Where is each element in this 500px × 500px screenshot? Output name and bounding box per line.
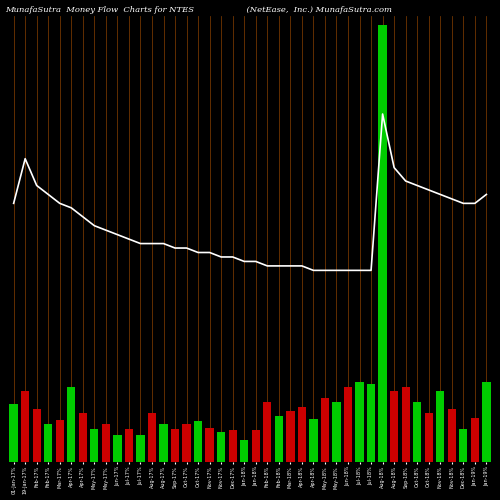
Bar — [390, 391, 398, 462]
Bar — [367, 384, 375, 462]
Bar — [44, 424, 52, 463]
Bar — [436, 391, 444, 462]
Bar — [402, 386, 410, 462]
Bar — [78, 414, 87, 463]
Bar — [21, 391, 29, 462]
Bar — [90, 429, 98, 462]
Bar — [263, 402, 272, 462]
Bar — [448, 409, 456, 463]
Bar — [160, 424, 168, 463]
Bar — [252, 430, 260, 462]
Bar — [102, 424, 110, 463]
Bar — [136, 435, 144, 462]
Bar — [459, 429, 468, 462]
Bar — [344, 386, 352, 462]
Bar — [217, 432, 226, 462]
Bar — [171, 429, 179, 462]
Bar — [206, 428, 214, 462]
Bar — [32, 409, 41, 463]
Bar — [298, 406, 306, 463]
Bar — [240, 440, 248, 462]
Bar — [125, 429, 133, 462]
Bar — [332, 402, 340, 462]
Bar — [10, 404, 18, 462]
Bar — [228, 430, 237, 462]
Bar — [182, 424, 190, 463]
Bar — [310, 418, 318, 463]
Bar — [356, 382, 364, 462]
Bar — [67, 386, 76, 462]
Bar — [413, 402, 422, 462]
Bar — [378, 24, 387, 462]
Bar — [274, 416, 283, 463]
Bar — [113, 435, 122, 462]
Bar — [56, 420, 64, 463]
Text: MunafaSutra  Money Flow  Charts for NTES                    (NetEase,  Inc.) Mun: MunafaSutra Money Flow Charts for NTES (… — [6, 6, 392, 14]
Bar — [424, 414, 433, 463]
Bar — [286, 411, 294, 463]
Bar — [194, 422, 202, 463]
Bar — [321, 398, 329, 462]
Bar — [482, 382, 490, 462]
Bar — [148, 414, 156, 463]
Bar — [470, 418, 479, 463]
